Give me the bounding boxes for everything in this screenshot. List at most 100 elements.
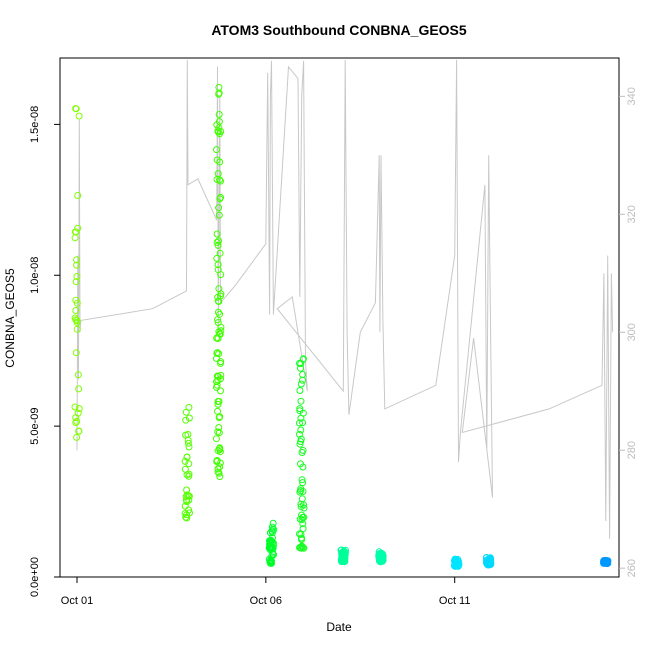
data-point	[185, 470, 193, 478]
data-point	[73, 318, 81, 326]
data-point	[484, 561, 492, 569]
data-point	[213, 457, 221, 464]
data-point	[214, 293, 222, 301]
y2-tick-label: 340	[626, 87, 638, 105]
data-point	[75, 385, 83, 393]
secondary-line	[76, 59, 614, 539]
y2-tick-label: 260	[626, 559, 638, 577]
data-point	[297, 426, 305, 434]
data-point	[215, 414, 223, 422]
data-point	[216, 463, 224, 471]
data-point	[215, 237, 223, 245]
data-point	[214, 376, 222, 384]
data-point	[72, 228, 80, 236]
x-axis-label: Date	[326, 620, 352, 634]
data-point	[212, 435, 220, 443]
data-point	[75, 112, 83, 120]
data-point	[185, 472, 193, 480]
data-point	[215, 424, 223, 431]
data-point	[452, 562, 460, 569]
data-point	[74, 371, 82, 379]
x-tick-label: Oct 06	[250, 595, 282, 607]
data-point	[216, 473, 224, 481]
x-tick-label: Oct 01	[61, 595, 93, 607]
data-point	[217, 359, 224, 367]
data-point	[183, 486, 191, 494]
data-point	[298, 476, 306, 484]
data-point	[338, 549, 346, 557]
data-point	[299, 479, 307, 487]
data-point	[216, 158, 224, 166]
data-point	[73, 273, 81, 280]
data-point	[215, 211, 223, 219]
chart-title: ATOM3 Southbound CONBNA_GEOS5	[211, 22, 467, 38]
data-point	[183, 511, 191, 519]
y2-tick-label: 320	[626, 205, 638, 223]
data-point	[485, 560, 493, 568]
data-point	[182, 416, 190, 424]
data-point	[266, 529, 274, 537]
data-point	[72, 307, 80, 314]
data-point	[268, 529, 276, 537]
data-point	[300, 544, 308, 552]
data-point	[213, 372, 221, 380]
data-point	[296, 359, 303, 367]
data-point	[214, 407, 221, 415]
data-point	[376, 550, 384, 557]
data-point	[215, 398, 223, 405]
data-point	[214, 316, 221, 324]
data-point	[73, 433, 81, 441]
data-point	[184, 436, 192, 444]
secondary-line-series	[76, 59, 614, 539]
data-point	[182, 408, 190, 416]
data-point	[72, 105, 80, 113]
data-point	[213, 381, 221, 389]
data-point	[74, 192, 82, 199]
data-point	[72, 419, 80, 427]
data-point	[214, 261, 222, 269]
y2-tick-label: 300	[626, 323, 638, 341]
data-point	[183, 491, 191, 499]
data-point	[217, 193, 225, 201]
x-axis: Oct 01 Oct 06 Oct 11	[61, 577, 471, 607]
data-point	[215, 429, 223, 437]
data-point	[266, 546, 274, 554]
data-point	[296, 430, 303, 438]
data-point	[298, 511, 306, 519]
data-point	[215, 285, 223, 293]
data-point	[299, 409, 307, 417]
data-point	[299, 525, 307, 533]
x-tick-label: Oct 11	[439, 595, 471, 607]
data-point	[268, 557, 275, 565]
data-point	[214, 241, 222, 249]
data-point	[297, 530, 305, 538]
data-point	[341, 557, 349, 565]
data-point	[214, 447, 222, 455]
data-point	[338, 557, 346, 565]
data-point	[299, 419, 307, 427]
data-point	[183, 453, 191, 461]
data-point	[296, 405, 304, 413]
data-point	[71, 314, 79, 322]
y-tick-label: 1.0e-08	[29, 257, 41, 294]
data-point	[72, 414, 80, 422]
data-point	[376, 553, 384, 561]
y-tick-label: 5.0e-09	[29, 407, 41, 444]
data-point	[73, 256, 81, 264]
data-point	[216, 176, 224, 184]
data-point	[217, 128, 225, 135]
data-point	[299, 543, 307, 551]
data-point	[184, 439, 192, 447]
data-point	[215, 83, 223, 91]
data-point	[215, 204, 223, 212]
data-point	[185, 414, 193, 422]
data-point	[217, 387, 224, 395]
y-axis-left: 0.0e+00 5.0e-09 1.0e-08 1.5e-08	[29, 106, 60, 597]
data-point	[299, 463, 307, 471]
data-point	[181, 465, 189, 473]
data-point	[214, 127, 222, 135]
data-point	[299, 376, 306, 384]
data-point	[215, 298, 223, 305]
data-point	[297, 380, 305, 388]
